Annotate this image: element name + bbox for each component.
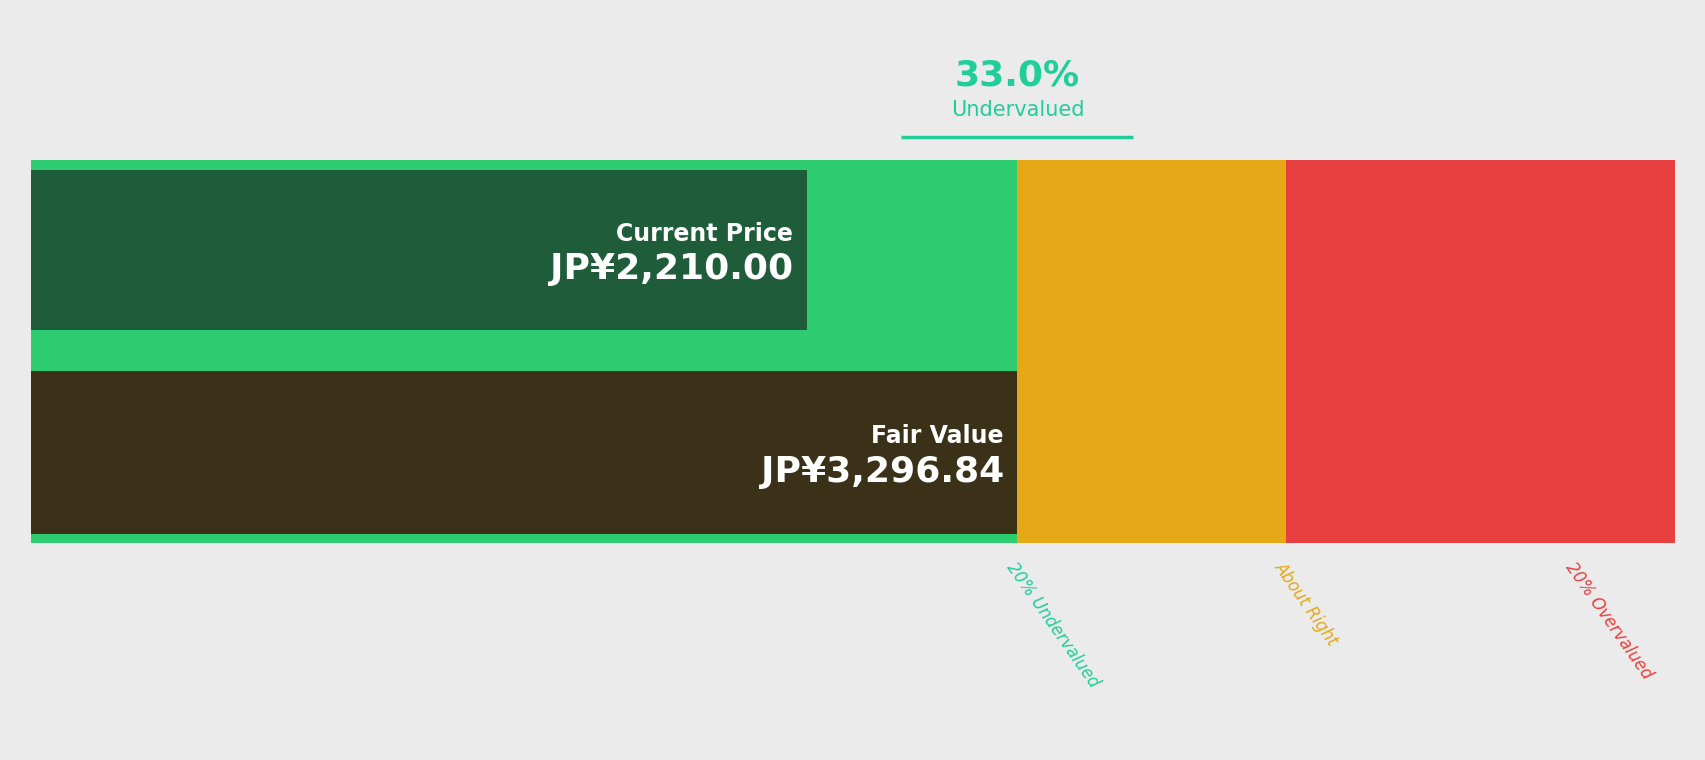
Bar <box>31 160 1016 543</box>
Bar <box>31 371 1016 534</box>
Text: About Right: About Right <box>1270 559 1340 649</box>
Text: 20% Overvalued: 20% Overvalued <box>1562 559 1656 682</box>
Bar <box>1016 160 1286 543</box>
Bar <box>1286 160 1674 543</box>
Text: Undervalued: Undervalued <box>950 100 1084 120</box>
Text: JP¥2,210.00: JP¥2,210.00 <box>549 252 793 287</box>
Text: Fair Value: Fair Value <box>871 424 1003 448</box>
Bar <box>31 170 806 330</box>
Text: 33.0%: 33.0% <box>955 59 1079 93</box>
Text: 20% Undervalued: 20% Undervalued <box>1003 559 1101 691</box>
Text: JP¥3,296.84: JP¥3,296.84 <box>760 455 1003 489</box>
Text: Current Price: Current Price <box>616 223 793 246</box>
